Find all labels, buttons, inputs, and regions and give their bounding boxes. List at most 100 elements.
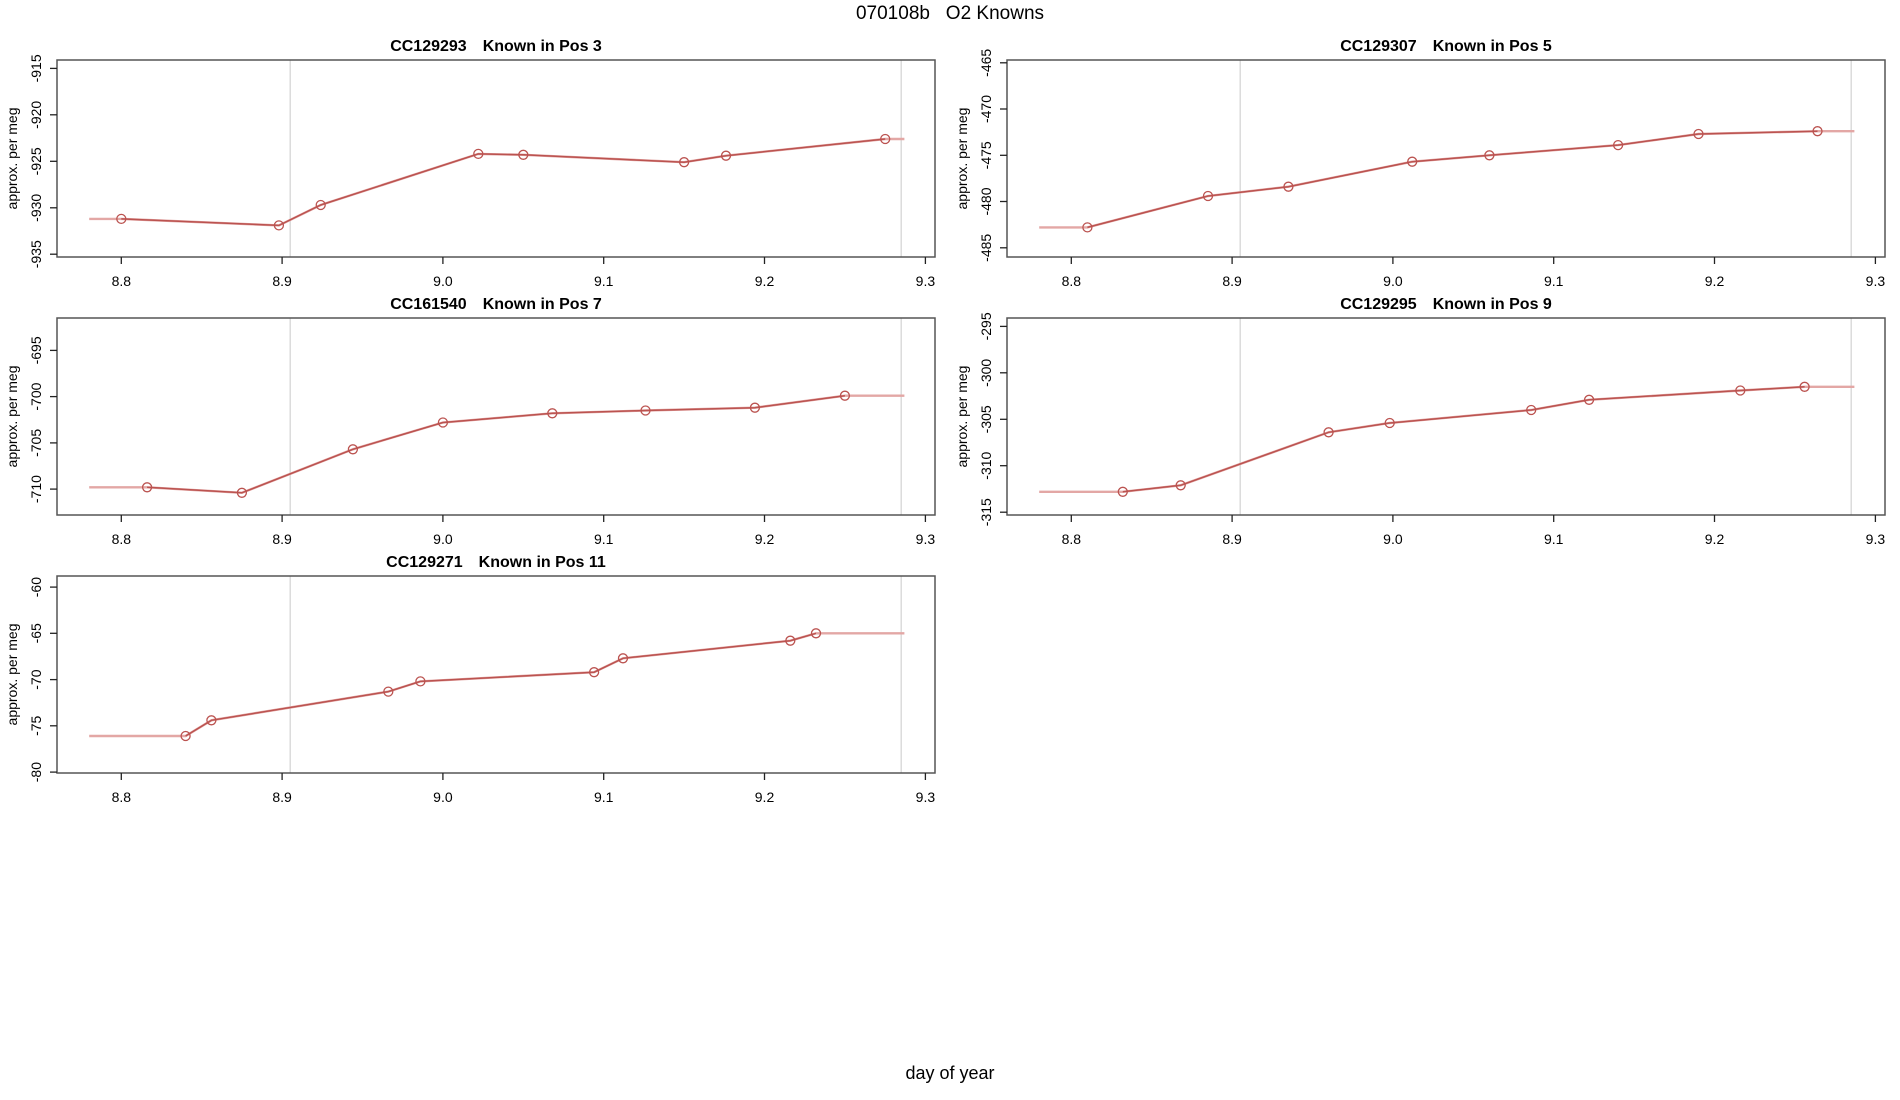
x-tick-label: 9.2 — [755, 531, 775, 547]
data-point-marker — [315, 199, 326, 211]
series-extension-line — [1039, 385, 1855, 493]
data-point-marker — [547, 408, 558, 419]
data-point-marker — [273, 220, 285, 231]
figure-title: 070108b O2 Knowns — [855, 3, 1045, 24]
data-point-marker — [383, 686, 394, 697]
x-tick-label: 9.3 — [1866, 273, 1886, 289]
x-axis-title: day of year — [905, 1063, 995, 1083]
y-tick-label: -300 — [978, 359, 994, 387]
y-axis-title: approx. per meg — [4, 108, 20, 210]
subplot-CC129293: 8.8 8.9 9.0 9.1 9.2 9.3 -935 -930 -925 -920 -915 ap… — [4, 38, 936, 289]
data-point-marker — [1484, 150, 1495, 161]
x-tick-label: 8.9 — [272, 531, 292, 547]
x-tick-label: 8.9 — [1222, 531, 1242, 547]
plot-box — [56, 575, 936, 774]
x-tick-label: 8.8 — [112, 531, 132, 547]
data-point-marker — [1526, 404, 1537, 416]
y-tick-label: -465 — [978, 49, 994, 77]
subplot-title: CC129271 Known in Pos 11 — [386, 554, 606, 571]
subplot-CC129271: 8.8 8.9 9.0 9.1 9.2 9.3 -80 -75 -70 -65 -60 approx.… — [4, 554, 936, 805]
data-point-marker — [1323, 427, 1334, 438]
y-tick-label: -295 — [978, 312, 994, 340]
data-point-marker — [1612, 139, 1624, 151]
data-point-marker — [473, 148, 484, 160]
subplot-title: CC129307 Known in Pos 5 — [1340, 38, 1552, 55]
y-tick-label: -705 — [28, 429, 44, 457]
x-tick-label: 9.2 — [755, 789, 775, 805]
y-axis-title: approx. per meg — [4, 624, 20, 726]
x-tick-label: 9.0 — [433, 789, 453, 805]
data-point-marker — [1117, 486, 1128, 497]
y-axis-title: approx. per meg — [954, 108, 970, 210]
y-tick-label: -915 — [28, 54, 44, 82]
data-point-marker — [415, 676, 426, 687]
data-point-marker — [347, 444, 359, 455]
y-tick-label: -925 — [28, 147, 44, 175]
series-line — [121, 138, 886, 227]
data-point-marker — [839, 390, 851, 401]
x-tick-label: 8.9 — [272, 789, 292, 805]
x-tick-label: 8.9 — [1222, 273, 1242, 289]
subplot-CC129307: 8.8 8.9 9.0 9.1 9.2 9.3 -485 -480 -475 -470 -465 ap… — [954, 38, 1886, 289]
x-tick-label: 9.3 — [1866, 531, 1886, 547]
series-extension-line — [1039, 129, 1855, 229]
subplot-title: CC161540 Known in Pos 7 — [390, 296, 602, 313]
data-point-marker — [236, 487, 248, 498]
x-tick-label: 8.8 — [1062, 531, 1082, 547]
y-axis-title: approx. per meg — [954, 366, 970, 468]
data-point-marker — [1407, 156, 1418, 167]
y-tick-label: -485 — [978, 234, 994, 262]
data-point-marker — [1735, 385, 1746, 396]
y-tick-label: -310 — [978, 451, 994, 479]
y-tick-label: -475 — [978, 141, 994, 169]
series-line — [1087, 130, 1818, 229]
y-tick-label: -695 — [28, 336, 44, 364]
subplot-position-label: Known in Pos 7 — [483, 296, 602, 313]
y-tick-label: -700 — [28, 382, 44, 410]
y-tick-label: -305 — [978, 405, 994, 433]
data-point-marker — [720, 150, 732, 161]
y-tick-label: -710 — [28, 475, 44, 503]
data-point-marker — [1583, 394, 1595, 405]
subplot-sample-id: CC129293 — [390, 38, 467, 55]
y-tick-label: -470 — [978, 95, 994, 123]
series-line — [1122, 386, 1805, 493]
subplot-position-label: Known in Pos 9 — [1433, 296, 1552, 313]
x-tick-label: 9.3 — [916, 273, 936, 289]
x-tick-label: 9.1 — [594, 789, 614, 805]
y-tick-label: -315 — [978, 498, 994, 526]
data-point-marker — [1175, 480, 1186, 491]
subplot-position-label: Known in Pos 3 — [483, 38, 602, 55]
series-extension-line — [89, 394, 905, 495]
data-point-marker — [206, 715, 217, 726]
y-tick-label: -935 — [28, 240, 44, 268]
x-tick-label: 9.3 — [916, 789, 936, 805]
series-line — [147, 394, 845, 494]
y-tick-label: -930 — [28, 194, 44, 222]
x-tick-label: 9.0 — [1383, 531, 1403, 547]
data-point-marker — [1283, 181, 1294, 192]
subplot-title: CC129295 Known in Pos 9 — [1340, 296, 1552, 313]
x-tick-label: 9.2 — [1705, 273, 1725, 289]
x-tick-label: 9.1 — [1544, 273, 1564, 289]
x-tick-label: 8.9 — [272, 273, 292, 289]
data-point-marker — [1082, 222, 1093, 233]
plot-box — [1006, 59, 1886, 258]
x-tick-label: 9.0 — [433, 273, 453, 289]
subplot-CC161540: 8.8 8.9 9.0 9.1 9.2 9.3 -710 -705 -700 -695 approx… — [4, 296, 936, 547]
data-point-marker — [1799, 381, 1810, 392]
x-tick-label: 9.1 — [1544, 531, 1564, 547]
data-point-marker — [880, 133, 891, 145]
y-tick-label: -80 — [28, 762, 44, 782]
data-point-marker — [1384, 417, 1395, 429]
x-tick-label: 9.2 — [1705, 531, 1725, 547]
data-point-marker — [588, 667, 600, 678]
y-tick-label: -920 — [28, 101, 44, 129]
data-point-marker — [116, 213, 127, 225]
subplot-CC129295: 8.8 8.9 9.0 9.1 9.2 9.3 -315 -310 -305 -300 -295 ap… — [954, 296, 1886, 547]
subplot-sample-id: CC129295 — [1340, 296, 1417, 313]
x-tick-label: 9.0 — [433, 531, 453, 547]
subplot-sample-id: CC129307 — [1340, 38, 1417, 55]
plot-box — [1006, 317, 1886, 516]
